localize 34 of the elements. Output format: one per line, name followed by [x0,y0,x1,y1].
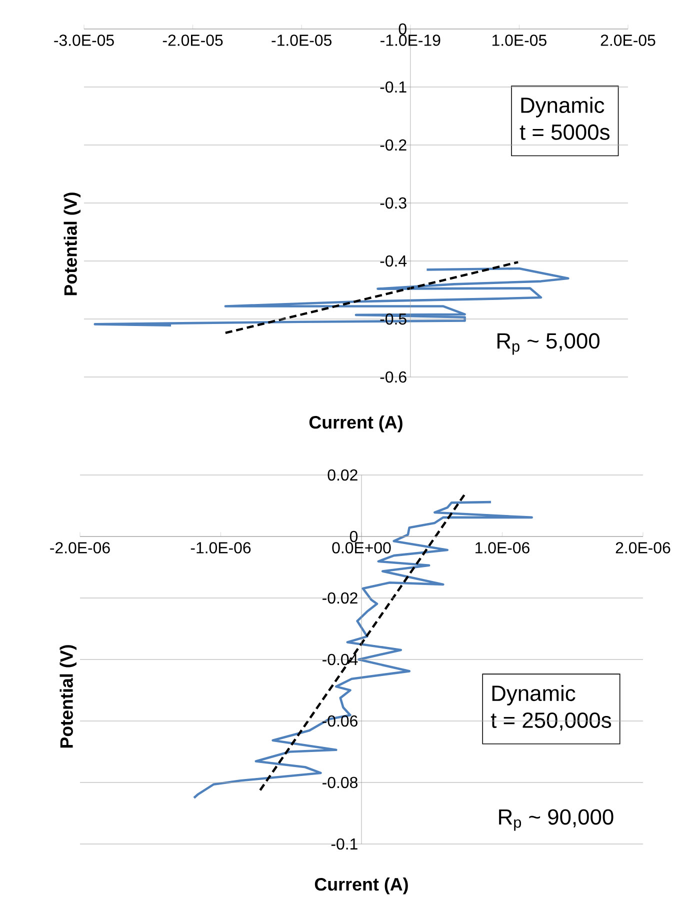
x-tick-label: -1.0E-06 [190,542,251,554]
x-tick-label: 2.0E-05 [600,34,656,46]
y-tick-label: -0.6 [380,371,406,383]
annotation: Dynamic [521,96,604,118]
y-tick-label: -0.02 [322,592,358,604]
y-axis-title: Potential (V) [60,645,76,748]
annotation: Dynamic [492,684,576,706]
y-tick-label: 0.02 [328,469,358,481]
y-tick-label: 0 [350,530,358,542]
y-tick-label: -0.4 [380,255,407,267]
annotation: R$_{p}$ ~ 90,000 [499,809,614,831]
line-series [94,267,570,327]
x-axis-title: Current (A) [309,416,402,432]
x-tick-label: 1.0E-05 [492,34,546,46]
x-tick-label: 1.0E-06 [476,542,530,554]
x-tick-label: 0.0E+00 [332,542,391,554]
y-tick-label: -0.08 [322,776,358,788]
y-tick-label: 0 [398,23,406,35]
annotation: t = 250,000s [490,712,612,731]
x-tick-label: -2.0E-06 [50,542,110,554]
y-tick-label: -0.06 [322,715,358,727]
annotation: t = 5000s [520,124,610,140]
annotation: R$_{p}$ ~ 5,000 [497,333,600,355]
y-tick-label: -0.1 [331,838,358,850]
y-tick-label: -0.3 [380,197,406,209]
x-tick-label: 2.0E-06 [616,542,670,554]
y-axis-title: Potential (V) [64,192,80,296]
y-tick-label: -0.1 [380,81,406,93]
x-axis-title: Current (A) [314,878,408,894]
x-tick-label: -3.0E-05 [54,34,114,46]
x-tick-label: -2.0E-05 [162,34,223,46]
y-tick-label: -0.2 [380,139,406,151]
x-tick-label: -1.0E-05 [272,34,332,46]
x-tick-label: -1.0E-19 [380,34,440,46]
